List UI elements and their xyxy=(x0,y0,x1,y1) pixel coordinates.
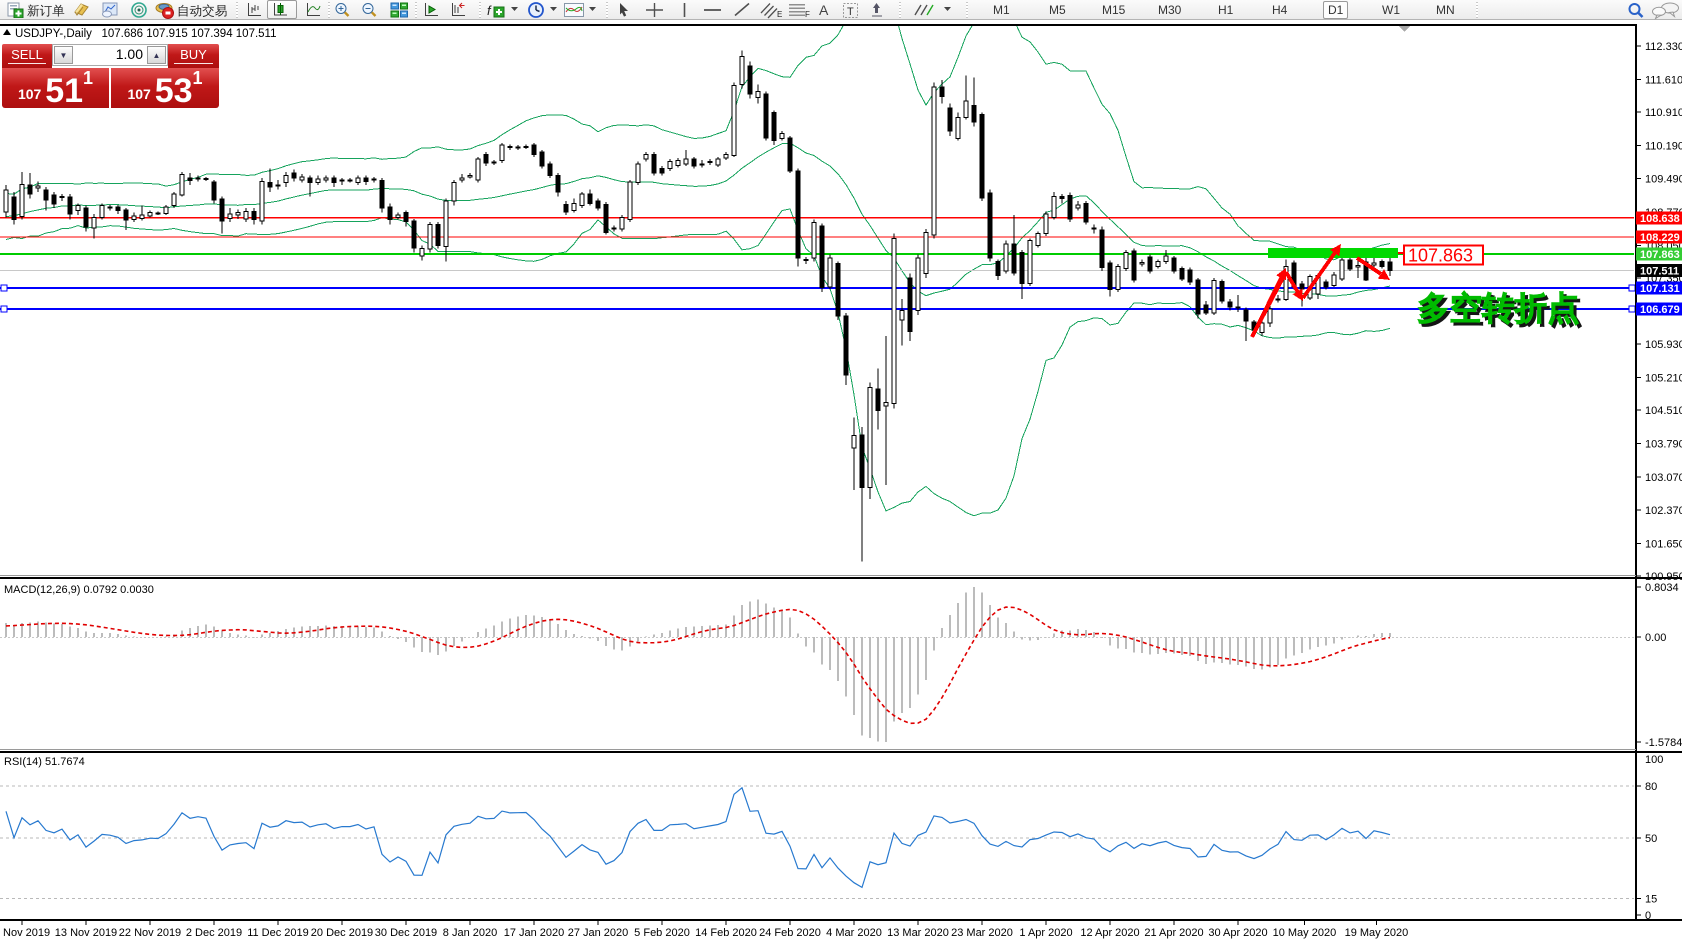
svg-text:30 Dec 2019: 30 Dec 2019 xyxy=(375,927,437,939)
svg-text:19 May 2020: 19 May 2020 xyxy=(1345,927,1409,939)
svg-text:108.638: 108.638 xyxy=(1640,213,1680,225)
svg-text:107.863: 107.863 xyxy=(1640,249,1680,261)
svg-text:105.210: 105.210 xyxy=(1645,373,1682,385)
svg-text:20 Dec 2019: 20 Dec 2019 xyxy=(311,927,373,939)
svg-text:0.8034: 0.8034 xyxy=(1645,582,1679,594)
svg-text:1 Apr 2020: 1 Apr 2020 xyxy=(1019,927,1072,939)
svg-text:11 Dec 2019: 11 Dec 2019 xyxy=(247,927,309,939)
svg-text:17 Jan 2020: 17 Jan 2020 xyxy=(504,927,565,939)
svg-text:104.510: 104.510 xyxy=(1645,405,1682,417)
svg-text:110.190: 110.190 xyxy=(1645,141,1682,153)
svg-text:109.490: 109.490 xyxy=(1645,173,1682,185)
svg-text:0.00: 0.00 xyxy=(1645,632,1666,644)
svg-text:112.330: 112.330 xyxy=(1645,41,1682,53)
svg-text:103.790: 103.790 xyxy=(1645,439,1682,451)
svg-text:100: 100 xyxy=(1645,754,1663,766)
svg-text:RSI(14) 51.7674: RSI(14) 51.7674 xyxy=(4,756,85,768)
svg-text:T: T xyxy=(847,6,854,18)
svg-text:21 Apr 2020: 21 Apr 2020 xyxy=(1144,927,1203,939)
svg-text:107.131: 107.131 xyxy=(1640,283,1680,295)
svg-text:108.229: 108.229 xyxy=(1640,232,1680,244)
svg-text:MACD(12,26,9) 0.0792 0.0030: MACD(12,26,9) 0.0792 0.0030 xyxy=(4,584,154,596)
svg-text:13 Nov 2019: 13 Nov 2019 xyxy=(55,927,117,939)
svg-text:24 Feb 2020: 24 Feb 2020 xyxy=(759,927,821,939)
svg-text:f: f xyxy=(487,3,492,18)
svg-text:105.930: 105.930 xyxy=(1645,339,1682,351)
svg-text:2 Dec 2019: 2 Dec 2019 xyxy=(186,927,242,939)
svg-text:10 May 2020: 10 May 2020 xyxy=(1273,927,1337,939)
svg-text:13 Mar 2020: 13 Mar 2020 xyxy=(887,927,949,939)
svg-text:4 Nov 2019: 4 Nov 2019 xyxy=(0,927,50,939)
svg-text:30 Apr 2020: 30 Apr 2020 xyxy=(1208,927,1267,939)
svg-text:15: 15 xyxy=(1645,894,1657,906)
svg-text:111.610: 111.610 xyxy=(1645,75,1682,87)
svg-text:22 Nov 2019: 22 Nov 2019 xyxy=(119,927,181,939)
svg-text:80: 80 xyxy=(1645,781,1657,793)
svg-text:4 Mar 2020: 4 Mar 2020 xyxy=(826,927,882,939)
svg-text:E: E xyxy=(777,10,782,19)
svg-text:102.370: 102.370 xyxy=(1645,505,1682,517)
svg-text:101.650: 101.650 xyxy=(1645,538,1682,550)
svg-text:12 Apr 2020: 12 Apr 2020 xyxy=(1080,927,1139,939)
svg-text:F: F xyxy=(805,10,810,19)
svg-text:106.679: 106.679 xyxy=(1640,304,1680,316)
svg-text:8 Jan 2020: 8 Jan 2020 xyxy=(443,927,497,939)
svg-text:50: 50 xyxy=(1645,833,1657,845)
svg-text:107.863: 107.863 xyxy=(1408,246,1473,266)
svg-text:100.950: 100.950 xyxy=(1645,571,1682,583)
svg-text:110.910: 110.910 xyxy=(1645,107,1682,119)
svg-text:-1.5784: -1.5784 xyxy=(1645,737,1682,749)
svg-text:0: 0 xyxy=(1645,910,1651,922)
svg-text:103.070: 103.070 xyxy=(1645,472,1682,484)
svg-text:27 Jan 2020: 27 Jan 2020 xyxy=(568,927,629,939)
svg-text:5 Feb 2020: 5 Feb 2020 xyxy=(634,927,690,939)
svg-text:14 Feb 2020: 14 Feb 2020 xyxy=(695,927,757,939)
svg-text:107.511: 107.511 xyxy=(1640,265,1679,277)
svg-text:23 Mar 2020: 23 Mar 2020 xyxy=(951,927,1013,939)
